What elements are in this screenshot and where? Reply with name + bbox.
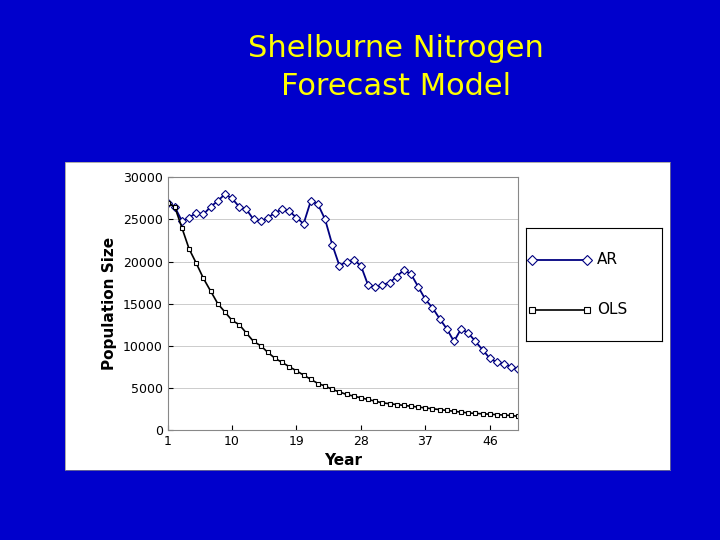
Y-axis label: Population Size: Population Size <box>102 237 117 370</box>
Text: OLS: OLS <box>597 302 627 317</box>
Text: Shelburne Nitrogen: Shelburne Nitrogen <box>248 34 544 63</box>
Text: AR: AR <box>597 252 618 267</box>
Text: Forecast Model: Forecast Model <box>281 72 511 101</box>
X-axis label: Year: Year <box>324 453 362 468</box>
